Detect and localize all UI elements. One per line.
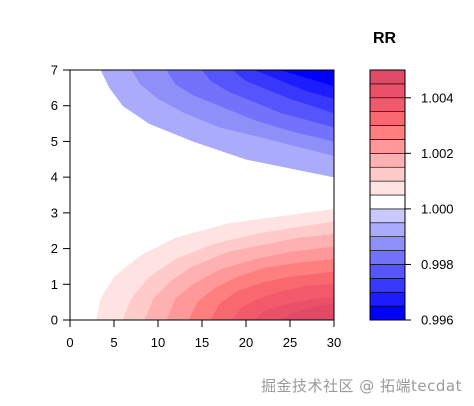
legend-band-0.998 xyxy=(369,250,406,265)
y-tick-label-3: 3 xyxy=(51,205,58,220)
legend-band-1.004 xyxy=(369,83,406,99)
y-tick-label-4: 4 xyxy=(51,170,58,185)
legend: RR 0.996 0.998 1.000 1.002 1.004 xyxy=(369,30,454,328)
legend-band-1.0035 xyxy=(369,97,406,112)
legend-band-1.0005 xyxy=(369,180,406,196)
legend-tick-label-1.000: 1.000 xyxy=(421,201,454,216)
legend-band-1.0025 xyxy=(369,125,406,140)
legend-band-1.003 xyxy=(369,111,406,126)
legend-band-1.0015 xyxy=(369,153,406,168)
y-axis: 0 1 2 3 4 5 6 7 xyxy=(51,63,70,328)
y-tick-label-5: 5 xyxy=(51,134,58,149)
x-tick-label-5: 5 xyxy=(110,335,117,350)
legend-ticks: 0.996 0.998 1.000 1.002 1.004 xyxy=(405,90,454,328)
legend-band-1 xyxy=(369,194,406,210)
legend-tick-label-0.998: 0.998 xyxy=(421,257,454,272)
x-tick-label-30: 30 xyxy=(327,335,341,350)
contour-band-0.9965 xyxy=(281,70,334,87)
y-tick-label-1: 1 xyxy=(51,277,58,292)
y-tick-label-7: 7 xyxy=(51,63,58,78)
legend-frame xyxy=(369,69,406,321)
watermark: 掘金技术社区 @ 拓端tecdat xyxy=(261,377,462,395)
contour-band-0.996 xyxy=(307,70,334,76)
contour-band-1.0045 xyxy=(280,303,334,320)
x-tick-label-10: 10 xyxy=(151,335,165,350)
legend-tick-label-1.002: 1.002 xyxy=(421,146,454,161)
legend-bands xyxy=(369,69,406,321)
x-tick-label-15: 15 xyxy=(195,335,209,350)
legend-tick-label-1.004: 1.004 xyxy=(421,90,454,105)
y-tick-label-0: 0 xyxy=(51,313,58,328)
legend-band-1.002 xyxy=(369,139,406,154)
x-tick-label-25: 25 xyxy=(283,335,297,350)
x-tick-label-0: 0 xyxy=(66,335,73,350)
x-axis: 0 5 10 15 20 25 30 xyxy=(66,320,341,350)
y-tick-label-6: 6 xyxy=(51,98,58,113)
legend-band-0.9985 xyxy=(369,236,406,251)
x-tick-label-20: 20 xyxy=(239,335,253,350)
legend-band-1.0045 xyxy=(369,69,406,85)
legend-band-0.997 xyxy=(369,278,406,293)
legend-tick-label-0.996: 0.996 xyxy=(421,313,454,328)
y-tick-label-2: 2 xyxy=(51,241,58,256)
legend-band-0.9965 xyxy=(369,291,406,307)
legend-band-1.001 xyxy=(369,166,406,182)
legend-band-0.996 xyxy=(369,305,406,321)
legend-band-0.999 xyxy=(369,222,406,237)
legend-title: RR xyxy=(373,30,397,47)
legend-band-0.9975 xyxy=(369,264,406,279)
plot-area xyxy=(70,70,334,320)
legend-band-0.9995 xyxy=(369,208,406,224)
